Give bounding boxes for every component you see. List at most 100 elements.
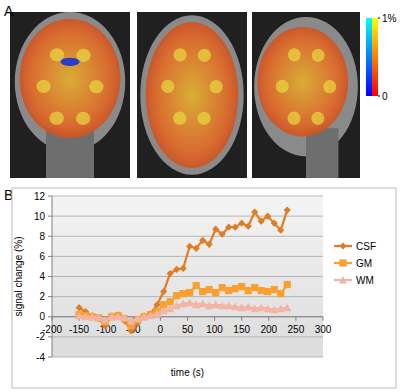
- activation: [76, 49, 90, 62]
- data-point: [193, 282, 200, 289]
- activation: [288, 48, 301, 61]
- colorbar-tick: [378, 96, 380, 97]
- data-point: [225, 224, 232, 231]
- y-tick: [48, 296, 52, 297]
- data-point: [258, 287, 265, 294]
- grid-line: [52, 336, 323, 337]
- legend-label: CSF: [356, 241, 376, 252]
- data-point: [238, 283, 245, 290]
- panel-label: A: [4, 3, 14, 19]
- data-point: [284, 206, 291, 213]
- head: [140, 15, 243, 174]
- colorbar-tick: [378, 18, 380, 19]
- activation: [323, 80, 336, 93]
- image-background: [10, 12, 130, 178]
- data-point: [258, 218, 265, 225]
- data-point: [88, 313, 96, 321]
- data-point: [75, 312, 83, 320]
- y-tick-label: -4: [36, 352, 45, 363]
- activation: [161, 80, 174, 93]
- activation: [173, 112, 186, 125]
- grid-line: [52, 357, 323, 358]
- data-point: [206, 286, 213, 293]
- overlay: [20, 19, 121, 139]
- data-point: [244, 303, 252, 311]
- data-point: [199, 288, 206, 295]
- x-tick-label: 50: [182, 324, 194, 335]
- y-tick-label: 0: [39, 311, 45, 322]
- data-point: [225, 302, 233, 310]
- colorbar-label: 0: [382, 91, 388, 102]
- y-tick-label: 10: [34, 211, 46, 222]
- data-point: [95, 314, 103, 322]
- data-point: [251, 284, 258, 291]
- data-point: [212, 226, 219, 233]
- series-line: [79, 285, 287, 326]
- activation: [210, 80, 223, 93]
- x-tick-label: 200: [260, 324, 277, 335]
- colorbar-positive: [372, 18, 378, 96]
- y-axis-label: signal change (%): [13, 236, 24, 316]
- data-point: [121, 314, 129, 322]
- legend-marker: [339, 242, 346, 249]
- data-point: [212, 301, 220, 309]
- x-tick: [214, 317, 215, 321]
- x-tick: [52, 317, 53, 321]
- data-point: [245, 287, 252, 294]
- activation: [50, 48, 64, 61]
- activation: [49, 112, 63, 125]
- data-point: [218, 302, 226, 310]
- data-point: [134, 315, 142, 323]
- x-tick: [268, 317, 269, 321]
- legend-label: WM: [356, 275, 374, 286]
- x-tick: [241, 317, 242, 321]
- colorbar-label: 1%: [382, 13, 397, 24]
- data-point: [114, 313, 122, 321]
- x-tick-label: -150: [69, 324, 89, 335]
- grid-line: [52, 196, 323, 197]
- grid-line: [52, 216, 323, 217]
- data-point: [180, 265, 187, 272]
- data-point: [173, 266, 180, 273]
- legend-marker: [339, 259, 346, 266]
- chart-frame: [12, 188, 396, 388]
- activation: [89, 80, 103, 93]
- data-point: [82, 313, 90, 321]
- colorbar-negative: [366, 18, 372, 96]
- neck: [306, 128, 338, 178]
- x-tick-label: 0: [158, 324, 164, 335]
- data-point: [206, 241, 213, 248]
- x-tick: [295, 317, 296, 321]
- overlay: [257, 27, 348, 137]
- data-point: [225, 287, 232, 294]
- data-point: [264, 213, 271, 220]
- x-tick-label: 300: [315, 324, 332, 335]
- brain-image-coronal: [10, 12, 130, 178]
- x-axis-label: time (s): [171, 367, 204, 378]
- data-point: [154, 301, 161, 308]
- data-point: [160, 307, 168, 315]
- panel-a: [10, 12, 360, 178]
- activation: [311, 112, 324, 125]
- series-line: [79, 210, 287, 331]
- data-point: [284, 281, 291, 288]
- x-tick: [323, 317, 324, 321]
- data-point: [232, 224, 239, 231]
- data-point: [251, 209, 258, 216]
- image-background: [252, 12, 360, 178]
- x-tick-label: -200: [42, 324, 62, 335]
- data-point: [277, 227, 284, 234]
- x-tick-label: 250: [288, 324, 305, 335]
- activation: [197, 112, 210, 125]
- y-tick: [48, 336, 52, 337]
- x-tick-label: 150: [233, 324, 250, 335]
- data-point: [277, 290, 284, 297]
- data-point: [271, 220, 278, 227]
- data-point: [199, 237, 206, 244]
- data-point: [199, 300, 207, 308]
- data-point: [76, 304, 83, 311]
- activation: [276, 80, 289, 93]
- y-tick-label: 12: [34, 191, 46, 202]
- y-tick-label: 8: [39, 231, 45, 242]
- activation: [288, 112, 301, 125]
